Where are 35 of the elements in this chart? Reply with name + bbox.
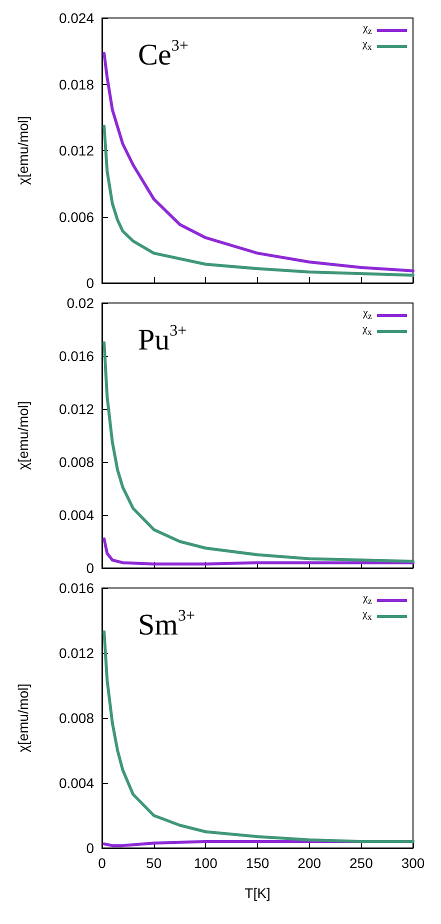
y-tick-label: 0.018: [58, 76, 94, 92]
legend-label: χ$_{z}$: [363, 592, 372, 608]
x-tick-label: 50: [146, 855, 162, 871]
x-tick-label: 150: [246, 855, 270, 871]
line-series: [102, 124, 414, 277]
legend-label: χ$_{x}$: [362, 608, 372, 624]
y-axis-title: χ[emu/mol]: [15, 401, 31, 470]
y-tick-label: 0.016: [58, 348, 94, 364]
y-tick-label: 0.006: [58, 208, 94, 225]
y-axis-title: χ[emu/mol]: [15, 684, 31, 752]
y-tick-label: 0.02: [66, 295, 94, 311]
y-axis-title: χ[emu/mol]: [15, 116, 31, 185]
y-tick-label: 0: [86, 840, 94, 856]
y-tick-label: 0.008: [58, 454, 94, 470]
legend-label: χ$_{z}$: [363, 22, 372, 38]
y-tick-label: 0.012: [58, 645, 94, 661]
y-tick-label: 0.012: [58, 142, 94, 158]
x-tick-label: 300: [401, 855, 425, 871]
x-tick-label: 100: [194, 855, 218, 871]
y-tick-label: 0.004: [58, 775, 94, 791]
y-tick-label: 0.008: [58, 710, 94, 726]
y-tick-label: 0: [86, 560, 94, 576]
y-tick-label: 0.024: [58, 10, 94, 26]
x-tick-label: 200: [298, 855, 322, 871]
x-axis-title: T[K]: [244, 885, 270, 901]
legend-label: χ$_{x}$: [362, 38, 372, 54]
x-tick-label: 0: [98, 855, 106, 871]
legend-label: χ$_{x}$: [362, 323, 372, 340]
y-tick-label: 0: [86, 275, 94, 291]
line-series: [102, 537, 414, 566]
y-tick-label: 0.016: [58, 580, 94, 596]
y-tick-label: 0.012: [58, 401, 94, 417]
x-tick-label: 250: [349, 855, 374, 871]
legend-label: χ$_{z}$: [363, 307, 372, 324]
y-tick-label: 0.004: [58, 507, 94, 523]
